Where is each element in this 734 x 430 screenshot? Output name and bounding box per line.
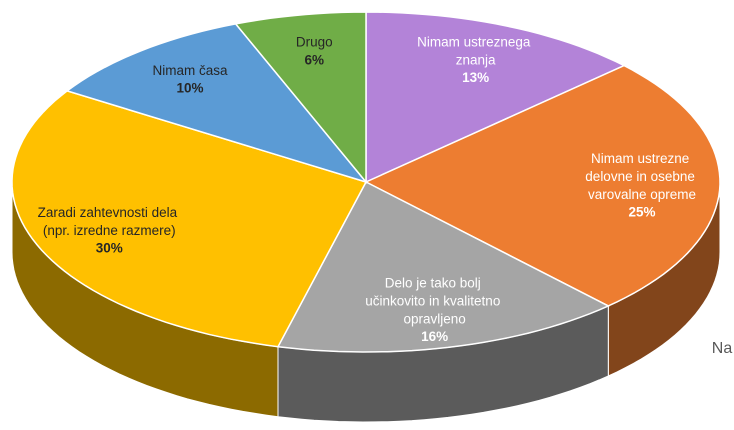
slice-label: Nimam ustrezne delovne in osebne varoval… <box>585 151 698 202</box>
value-label: 13% <box>462 70 489 85</box>
slice <box>65 23 369 184</box>
slice-label: Nimam časa <box>152 62 228 77</box>
annotation: Na <box>712 340 733 357</box>
value-label: 30% <box>96 240 123 255</box>
slice-label: Delo je tako bolj učinkovito in kvalitet… <box>365 275 504 326</box>
slice <box>364 64 721 307</box>
value-label: 25% <box>628 205 655 220</box>
value-label: 16% <box>421 329 448 344</box>
slice <box>276 180 611 353</box>
slice-label: Drugo <box>296 34 333 49</box>
slice-label: Zaradi zahtevnosti dela (npr. izredne ra… <box>38 204 181 237</box>
slice <box>365 11 626 184</box>
value-label: 10% <box>176 80 203 95</box>
slice <box>11 90 368 348</box>
slice <box>234 11 367 185</box>
slice-label: Nimam ustreznega znanja <box>417 34 534 67</box>
value-label: 6% <box>305 52 325 67</box>
